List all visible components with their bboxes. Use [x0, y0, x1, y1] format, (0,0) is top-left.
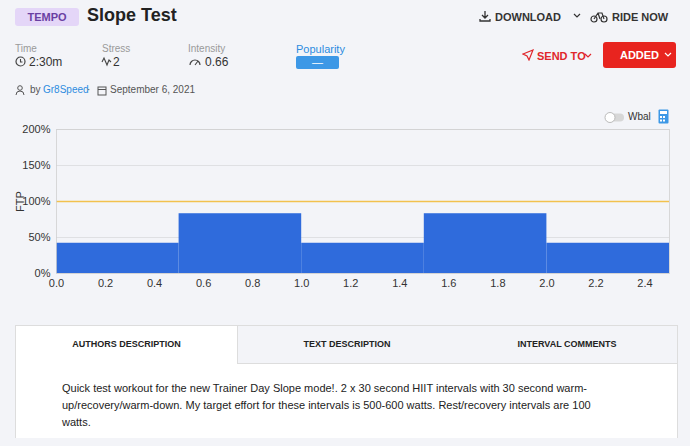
html-text:Stress: Stress [102, 43, 131, 54]
svg-text:100%: 100% [22, 195, 50, 207]
html-text:Slope Test: Slope Test [87, 5, 177, 25]
svg-text:2.0: 2.0 [539, 277, 554, 289]
html-text:AUTHORS DESCRIPTION: AUTHORS DESCRIPTION [72, 339, 181, 349]
html-text:ADDED: ADDED [619, 49, 660, 61]
svg-text:1.2: 1.2 [343, 277, 358, 289]
svg-text:2.2: 2.2 [588, 277, 603, 289]
svg-text:0%: 0% [34, 267, 51, 279]
html-text:INTERVAL COMMENTS: INTERVAL COMMENTS [517, 339, 617, 349]
html-text:Time: Time [15, 43, 37, 54]
html-text:TEXT DESCRIPTION: TEXT DESCRIPTION [303, 339, 391, 349]
svg-text:50%: 50% [28, 231, 50, 243]
svg-text:1.6: 1.6 [441, 277, 456, 289]
svg-text:1.0: 1.0 [294, 277, 309, 289]
svg-text:2.4: 2.4 [637, 277, 652, 289]
svg-text:0.2: 0.2 [98, 277, 113, 289]
html-text:Wbal: Wbal [628, 111, 651, 122]
html-text:Quick test workout for the new: Quick test workout for the new Trainer D… [62, 382, 591, 428]
svg-text:0.8: 0.8 [245, 277, 260, 289]
svg-text:0.6: 0.6 [196, 277, 211, 289]
html-text:Intensity: Intensity [188, 43, 226, 54]
svg-text:1.8: 1.8 [490, 277, 505, 289]
html-text:DOWNLOAD: DOWNLOAD [495, 11, 561, 23]
html-text:SEND TO: SEND TO [537, 50, 586, 62]
html-text:2: 2 [113, 55, 120, 69]
svg-text:200%: 200% [22, 123, 50, 135]
html-text:TEMPO: TEMPO [27, 11, 67, 23]
svg-text:150%: 150% [22, 159, 50, 171]
svg-text:0.0: 0.0 [49, 277, 64, 289]
html-text:0.66: 0.66 [205, 55, 229, 69]
html-text:2:30m: 2:30m [29, 55, 63, 69]
html-text:RIDE NOW: RIDE NOW [612, 11, 669, 23]
html-text:September 6, 2021: September 6, 2021 [110, 84, 196, 95]
svg-text:FTP: FTP [14, 191, 26, 212]
svg-text:1.4: 1.4 [392, 277, 407, 289]
html-text:Popularity: Popularity [296, 43, 345, 55]
svg-text:0.4: 0.4 [147, 277, 162, 289]
html-text:by Gr8Speed ·: by Gr8Speed · [30, 84, 91, 95]
